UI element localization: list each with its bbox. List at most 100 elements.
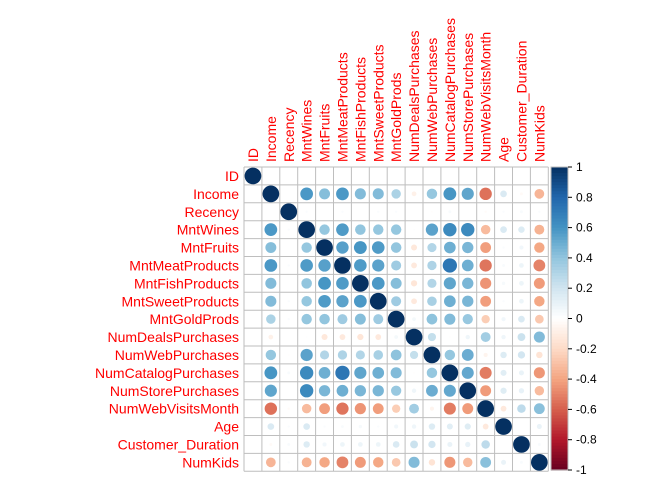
- corr-circle-customer-duration-mntsweetproducts: [375, 442, 381, 447]
- corr-circle-mntfruits-mntfishproducts: [353, 241, 367, 254]
- corr-circle-numkids-recency: [287, 461, 290, 464]
- corr-circle-mntmeatproducts-mntsweetproducts: [372, 259, 385, 272]
- corr-circle-numdealspurchases-age: [501, 334, 506, 340]
- corr-circle-numwebvisitsmonth-numwebvisitsmonth: [477, 400, 494, 417]
- colorbar-segment: [551, 330, 568, 335]
- row-label-age: Age: [214, 419, 239, 435]
- colorbar-segment: [551, 270, 568, 274]
- corr-circle-numcatalogpurchases-customer-duration: [518, 370, 524, 376]
- corr-circle-mntfruits-numcatalogpurchases: [444, 241, 456, 254]
- corr-circle-numdealspurchases-numdealspurchases: [405, 328, 423, 346]
- corr-circle-numcatalogpurchases-mntfruits: [318, 367, 331, 379]
- colorbar-segment: [551, 203, 568, 207]
- colorbar-segment: [551, 324, 568, 329]
- corr-circle-mntfruits-mntfruits: [316, 239, 333, 256]
- colorbar-segment: [551, 406, 568, 410]
- colorbar-segment: [551, 297, 568, 301]
- col-label-numkids: NumKids: [531, 105, 547, 162]
- colorbar-segment: [551, 436, 568, 441]
- corr-circle-numstorepurchases-mntfishproducts: [354, 385, 367, 397]
- corr-circle-mntwines-mntgoldprods: [390, 224, 402, 235]
- corr-circle-mntfruits-numwebvisitsmonth: [480, 242, 492, 253]
- colorbar-tick-label: -0.8: [576, 433, 597, 447]
- corr-circle-mntmeatproducts-mntfishproducts: [354, 259, 367, 272]
- corr-circle-mntfishproducts-mntfruits: [318, 276, 331, 290]
- corr-circle-recency-mntmeatproducts: [341, 210, 344, 213]
- corr-circle-mntmeatproducts-age: [502, 264, 505, 267]
- row-label-customer-duration: Customer_Duration: [118, 436, 239, 452]
- corr-circle-recency-numwebvisitsmonth: [484, 210, 487, 213]
- corr-circle-age-numwebvisitsmonth: [482, 423, 489, 430]
- row-label-numkids: NumKids: [182, 454, 239, 470]
- corr-circle-age-numwebpurchases: [428, 423, 436, 430]
- colorbar-segment: [551, 427, 568, 432]
- colorbar-segment: [551, 257, 568, 262]
- corr-circle-mntfruits-numdealspurchases: [411, 244, 418, 251]
- corr-circle-customer-duration-customer-duration: [513, 436, 530, 453]
- colorbar-segment: [551, 291, 568, 295]
- corr-circle-mntsweetproducts-numcatalogpurchases: [444, 295, 456, 308]
- corr-circle-numkids-age: [501, 459, 507, 465]
- corr-circle-numkids-mntsweetproducts: [373, 457, 384, 468]
- corr-circle-numwebvisitsmonth-customer-duration: [517, 404, 526, 413]
- colorbar-segment: [551, 176, 568, 180]
- corr-circle-mntgoldprods-mntwines: [301, 313, 312, 325]
- corr-circle-numdealspurchases-mntfruits: [321, 334, 328, 341]
- colorbar-segment: [551, 321, 568, 326]
- corr-circle-numstorepurchases-numwebvisitsmonth: [480, 385, 492, 397]
- colorbar-segment: [551, 191, 568, 195]
- row-label-mntsweetproducts: MntSweetProducts: [122, 293, 240, 309]
- corr-circle-mntfishproducts-numwebpurchases: [427, 278, 437, 288]
- corr-circle-numdealspurchases-mntfishproducts: [357, 333, 364, 341]
- corr-circle-numwebpurchases-recency: [287, 354, 290, 356]
- corr-circle-numdealspurchases-numcatalogpurchases: [449, 336, 451, 338]
- corr-circle-numstorepurchases-age: [500, 387, 507, 394]
- corr-circle-numkids-numcatalogpurchases: [444, 456, 456, 468]
- corr-circle-mntsweetproducts-age: [502, 300, 505, 303]
- corr-circle-mntsweetproducts-numdealspurchases: [411, 298, 417, 305]
- corr-circle-numcatalogpurchases-numwebvisitsmonth: [479, 366, 492, 379]
- colorbar-segment: [551, 288, 568, 292]
- corr-circle-recency-numwebpurchases: [431, 210, 433, 213]
- corr-circle-age-mntsweetproducts: [377, 425, 380, 428]
- col-label-mntmeatproducts: MntMeatProducts: [334, 52, 350, 162]
- corr-circle-mntmeatproducts-numwebpurchases: [427, 260, 437, 271]
- corr-circle-numkids-mntmeatproducts: [336, 456, 349, 469]
- row-label-income: Income: [193, 186, 239, 202]
- corr-circle-mntfishproducts-mntgoldprods: [390, 277, 402, 289]
- colorbar-segment: [551, 185, 568, 189]
- corr-circle-numwebvisitsmonth-numdealspurchases: [409, 403, 419, 414]
- corr-circle-numwebpurchases-age: [500, 351, 507, 359]
- colorbar-segment: [551, 245, 568, 250]
- colorbar-segment: [551, 370, 568, 374]
- colorbar-tick-label: 0.2: [576, 281, 593, 295]
- corr-circle-mntwines-income: [264, 223, 278, 237]
- corr-circle-recency-numkids: [538, 210, 541, 213]
- corr-circle-mntgoldprods-mntsweetproducts: [373, 314, 384, 325]
- corr-circle-mntwines-mntmeatproducts: [336, 223, 349, 236]
- corr-circle-mntsweetproducts-mntfishproducts: [353, 294, 367, 308]
- colorbar-tick-label: 0: [576, 312, 583, 326]
- corr-circle-mntmeatproducts-recency: [287, 264, 290, 267]
- colorbar-segment: [551, 251, 568, 256]
- corr-circle-numcatalogpurchases-income: [264, 366, 278, 380]
- corr-circle-mntfruits-mntmeatproducts: [336, 241, 349, 254]
- corr-circle-numkids-mntgoldprods: [391, 458, 401, 467]
- colorbar-segment: [551, 351, 568, 356]
- corr-circle-numcatalogpurchases-mntgoldprods: [390, 367, 402, 379]
- row-label-mntfruits: MntFruits: [181, 240, 239, 256]
- corr-circle-recency-customer-duration: [520, 210, 523, 214]
- colorbar-tick-label: 0.6: [576, 221, 593, 235]
- corr-circle-mntgoldprods-numstorepurchases: [462, 314, 473, 325]
- corr-circle-income-mntgoldprods: [391, 189, 401, 199]
- corr-circle-numstorepurchases-mntsweetproducts: [372, 385, 384, 397]
- colorbar-segment: [551, 182, 568, 186]
- colorbar-tick-label: -0.2: [576, 342, 597, 356]
- corr-circle-numcatalogpurchases-numkids: [533, 367, 545, 379]
- colorbar-segment: [551, 412, 568, 417]
- corr-circle-numdealspurchases-customer-duration: [517, 333, 526, 341]
- row-label-mntwines: MntWines: [177, 222, 239, 238]
- corr-circle-numwebpurchases-customer-duration: [517, 351, 526, 359]
- colorbar-segment: [551, 300, 568, 304]
- colorbar-segment: [551, 230, 568, 235]
